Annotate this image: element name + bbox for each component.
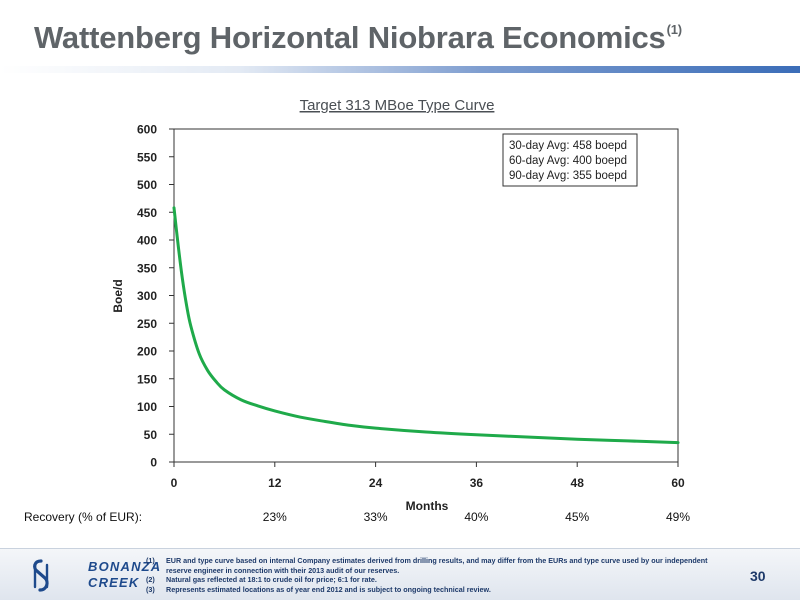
y-tick-label: 400 bbox=[137, 234, 157, 248]
bonanza-creek-logo-icon bbox=[33, 559, 49, 592]
recovery-label: Recovery (% of EUR): bbox=[24, 510, 142, 524]
logo-word-creek: CREEK bbox=[88, 575, 140, 590]
y-tick-label: 100 bbox=[137, 400, 157, 414]
y-tick-label: 200 bbox=[137, 345, 157, 359]
x-tick-label: 36 bbox=[470, 476, 484, 490]
footnote-text: EUR and type curve based on internal Com… bbox=[166, 556, 708, 575]
y-tick-label: 150 bbox=[137, 372, 157, 386]
footnote-2: (2) Natural gas reflected at 18:1 to crud… bbox=[146, 575, 726, 585]
y-axis-label: Boe/d bbox=[111, 279, 125, 312]
x-tick-label: 60 bbox=[671, 476, 685, 490]
footnote-number: (2) bbox=[146, 575, 155, 585]
recovery-row: Recovery (% of EUR): 23% 33% 40% 45% 49% bbox=[24, 510, 690, 524]
x-tick-label: 24 bbox=[369, 476, 383, 490]
footnote-1: (1) EUR and type curve based on internal … bbox=[146, 556, 726, 575]
recovery-value: 49% bbox=[666, 510, 690, 524]
y-tick-label: 450 bbox=[137, 206, 157, 220]
x-axis: 0 12 24 36 48 60 bbox=[171, 462, 685, 490]
footer-bar bbox=[0, 548, 800, 600]
chart-title: Target 313 MBoe Type Curve bbox=[300, 97, 495, 114]
average-rate-line: 30-day Avg: 458 boepd bbox=[509, 140, 627, 152]
logo-word-bonanza: BONANZA bbox=[88, 559, 162, 574]
footnote-number: (3) bbox=[146, 584, 155, 594]
average-rate-line: 90-day Avg: 355 boepd bbox=[509, 170, 627, 182]
y-tick-label: 550 bbox=[137, 150, 157, 164]
footnote-3: (3) Represents estimated locations as of … bbox=[146, 585, 726, 595]
footnote-number: (1) bbox=[146, 556, 155, 565]
recovery-value: 33% bbox=[364, 510, 388, 524]
x-tick-label: 12 bbox=[268, 476, 282, 490]
average-rate-line: 60-day Avg: 400 boepd bbox=[509, 155, 627, 167]
y-tick-label: 350 bbox=[137, 261, 157, 275]
recovery-value: 45% bbox=[565, 510, 589, 524]
title-divider-bar bbox=[0, 66, 800, 73]
footnotes: (1) EUR and type curve based on internal … bbox=[146, 556, 726, 594]
y-tick-label: 0 bbox=[150, 456, 157, 470]
y-tick-label: 50 bbox=[144, 428, 158, 442]
average-rates-box: 30-day Avg: 458 boepd 60-day Avg: 400 boe… bbox=[502, 133, 638, 187]
x-tick-label: 0 bbox=[171, 476, 178, 490]
page-title-text: Wattenberg Horizontal Niobrara Economics bbox=[34, 20, 666, 55]
y-tick-label: 500 bbox=[137, 178, 157, 192]
y-tick-label: 250 bbox=[137, 317, 157, 331]
y-tick-label: 600 bbox=[137, 123, 157, 137]
y-tick-label: 300 bbox=[137, 289, 157, 303]
footnote-text: Represents estimated locations as of yea… bbox=[166, 584, 491, 594]
type-curve-line-1 bbox=[172, 206, 680, 445]
type-curve-chart: Target 313 MBoe Type Curve 0 50 100 150 200 2… bbox=[24, 97, 690, 524]
x-tick-label: 48 bbox=[571, 476, 585, 490]
title-footnote-marker: (1) bbox=[666, 22, 683, 37]
y-axis: 0 50 100 150 200 250 300 350 400 450 500 550 600 bbox=[137, 123, 174, 470]
x-axis-label: Months bbox=[406, 499, 449, 513]
bonanza-creek-logo: BONANZA CREEK bbox=[30, 558, 160, 594]
series-layer bbox=[172, 206, 680, 445]
recovery-value: 23% bbox=[263, 510, 287, 524]
average-rates-box-border bbox=[502, 133, 638, 187]
footnote-text: Natural gas reflected at 18:1 to crude o… bbox=[166, 575, 377, 585]
page-title: Wattenberg Horizontal Niobrara Economics… bbox=[34, 20, 682, 56]
page-number: 30 bbox=[750, 568, 766, 584]
recovery-value: 40% bbox=[464, 510, 488, 524]
